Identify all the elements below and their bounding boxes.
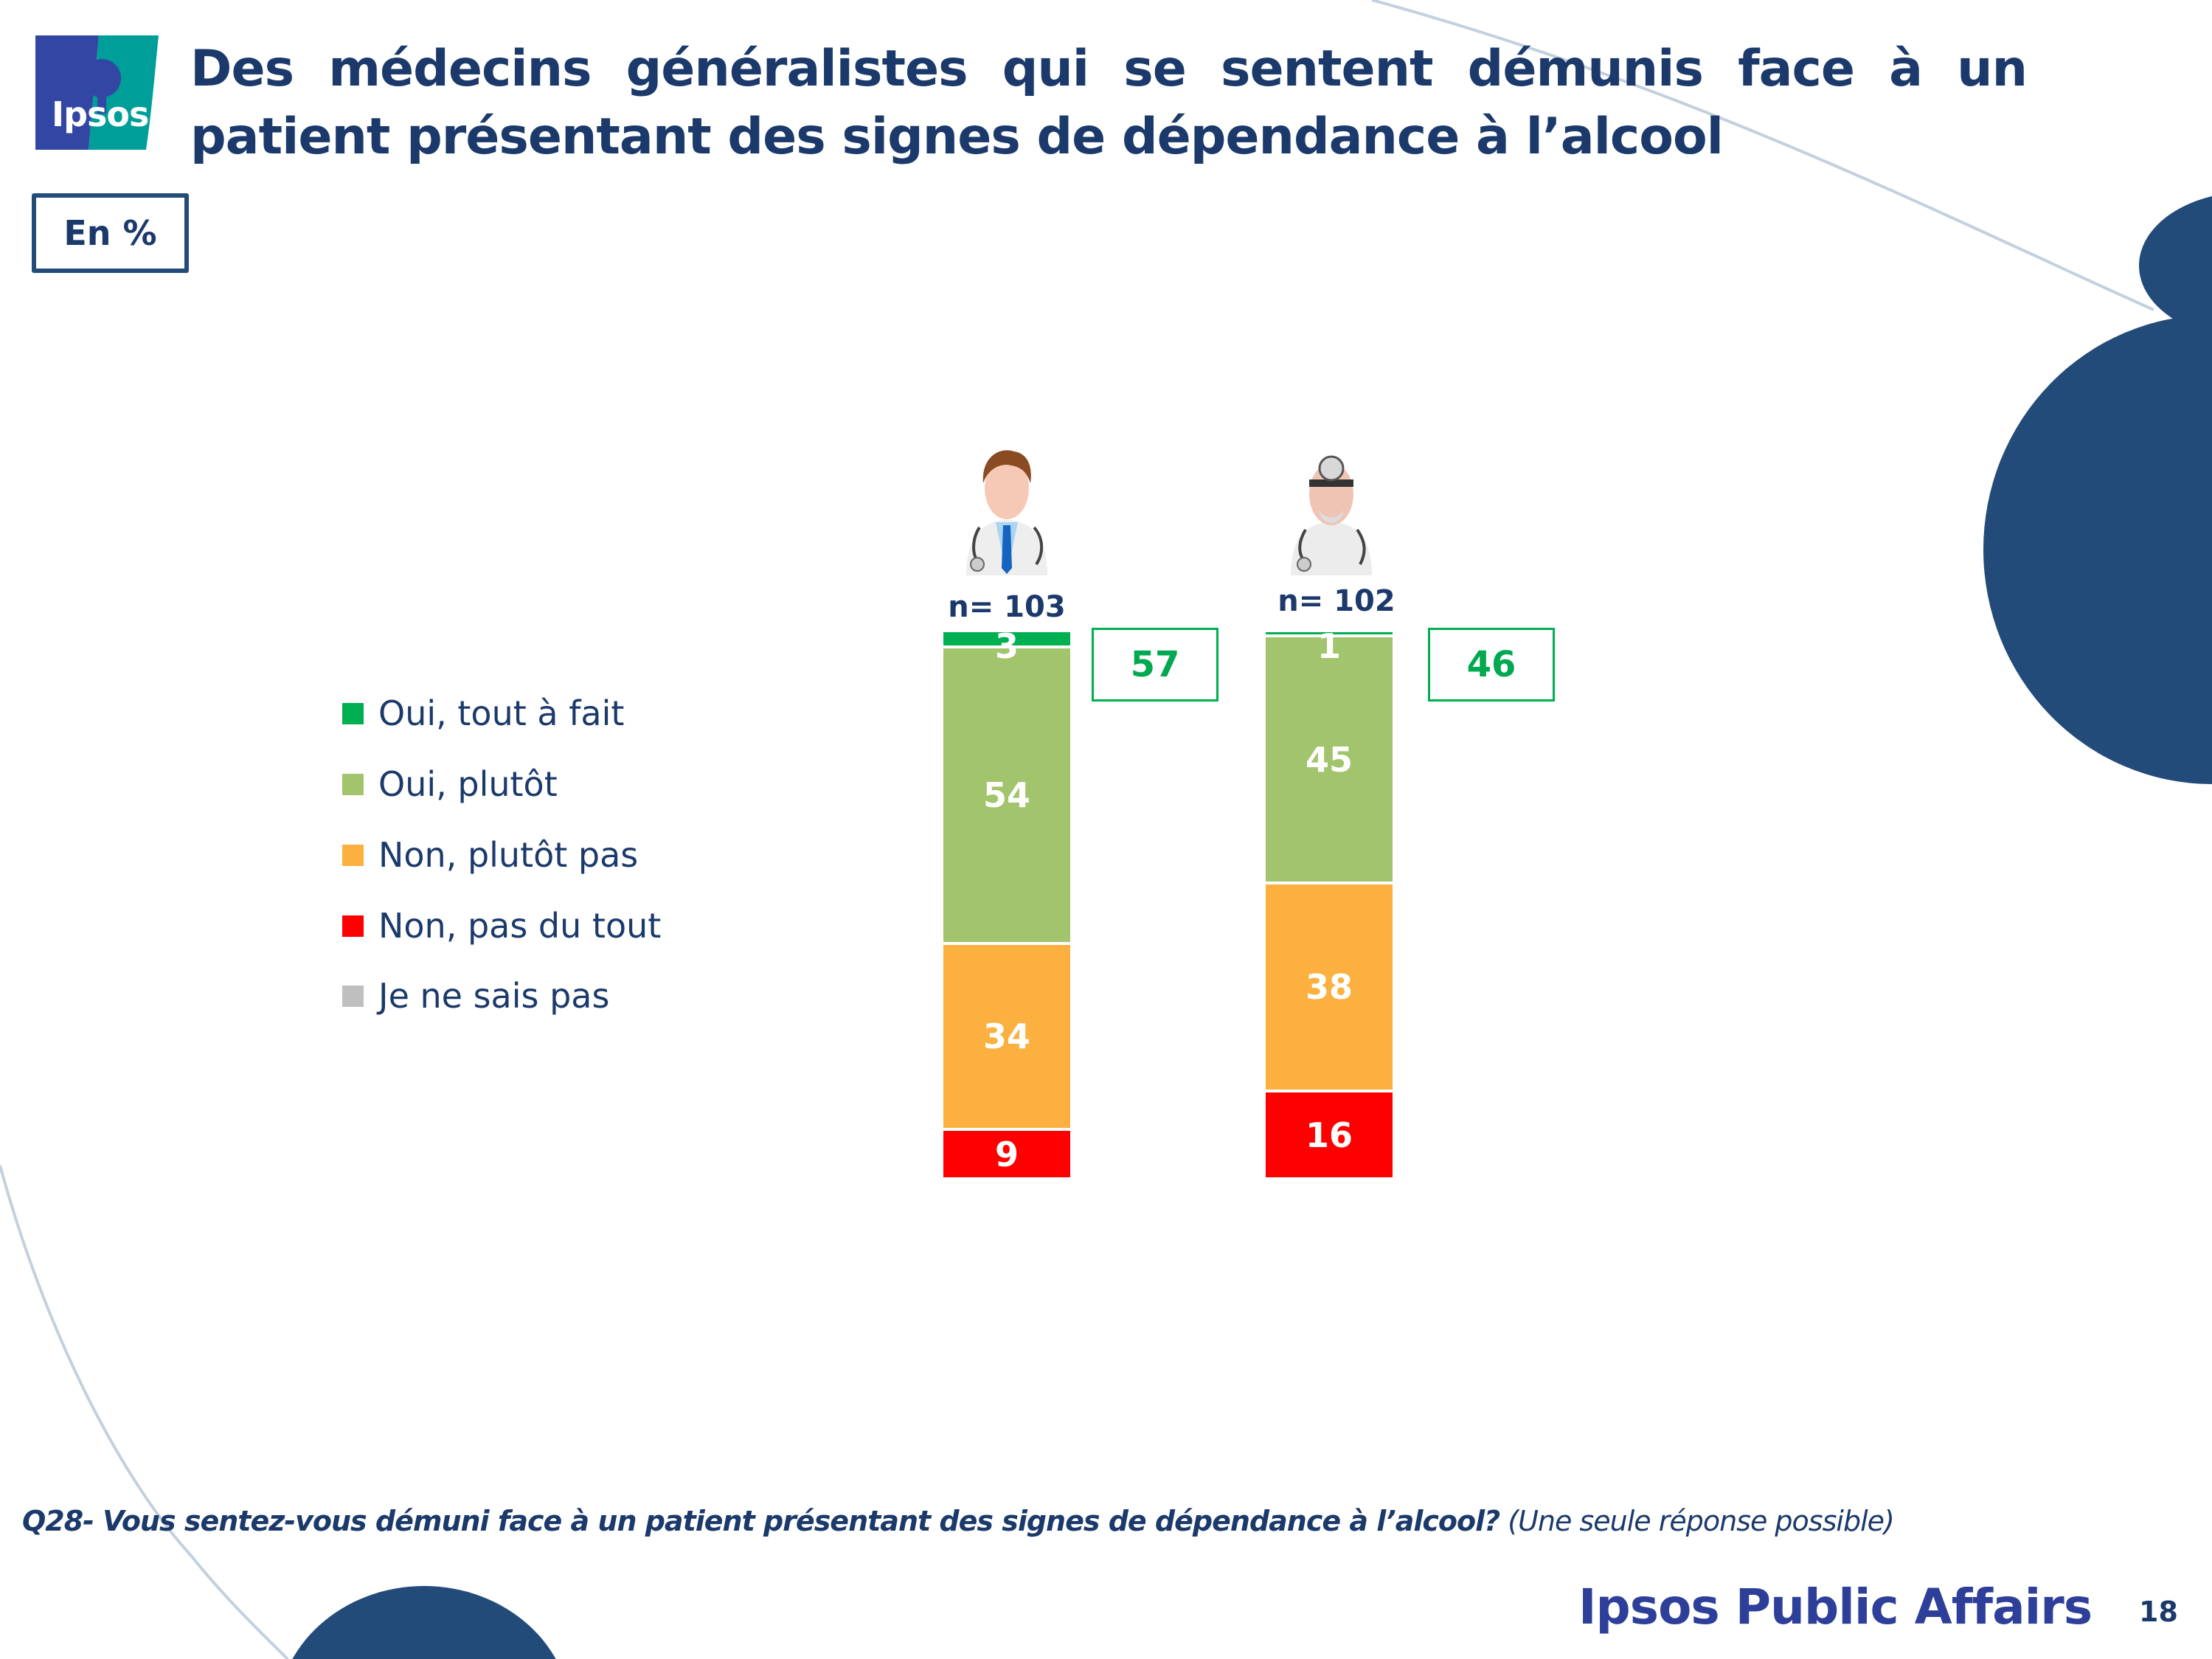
bar-value-label: 16 (1305, 1115, 1353, 1155)
decorative-circle-bottom (292, 1586, 556, 1659)
bar-segment: 54 (943, 648, 1070, 942)
bar-value-label: 34 (982, 1016, 1030, 1056)
legend-swatch (342, 915, 364, 937)
legend-label: Oui, tout à fait (378, 693, 625, 733)
page-title: Des médecins généralistes qui se sentent… (190, 40, 2028, 166)
legend-label: Non, pas du tout (378, 906, 662, 946)
ipsos-logo: Ipsos (35, 35, 159, 150)
sample-size-label: n= 103 (948, 590, 1066, 624)
bar-segment: 3 (943, 626, 1070, 666)
total-oui-value: 57 (1130, 644, 1180, 685)
legend-swatch (342, 844, 364, 866)
bar-segment: 34 (943, 944, 1070, 1129)
total-oui-value: 46 (1466, 644, 1516, 685)
young-doctor-icon (959, 443, 1055, 575)
bar-segment: 45 (1266, 637, 1393, 882)
bar-segment: 38 (1266, 884, 1393, 1090)
total-oui-box: 46 (1428, 628, 1555, 702)
bar-value-label: 45 (1305, 739, 1353, 780)
question-text: Q28- Vous sentez-vous démuni face à un p… (22, 1505, 1500, 1537)
bar-value-label: 38 (1305, 966, 1353, 1007)
senior-doctor-icon (1283, 443, 1379, 575)
legend-item: Oui, plutôt (342, 762, 558, 806)
decorative-arc-left (0, 1165, 289, 1659)
legend-label: Oui, plutôt (378, 764, 558, 804)
ipsos-logo-icon (35, 35, 159, 150)
bar-value-label: 3 (994, 626, 1019, 666)
question-note: (Une seule réponse possible) (1499, 1505, 1895, 1537)
logo-text: Ipsos (52, 94, 149, 134)
bar-segment: 16 (1266, 1092, 1393, 1177)
page-number: 18 (2139, 1596, 2178, 1628)
bar-segment: 9 (943, 1131, 1070, 1177)
brand-footer: Ipsos Public Affairs (1578, 1579, 2093, 1635)
decorative-arc-top (1371, 0, 2154, 311)
legend-label: Non, plutôt pas (378, 835, 639, 875)
unit-badge: En % (32, 193, 189, 273)
bar-value-label: 9 (994, 1134, 1019, 1174)
legend-item: Je ne sais pas (342, 974, 609, 1018)
legend-swatch (342, 702, 364, 724)
survey-question: Q28- Vous sentez-vous démuni face à un p… (22, 1505, 1895, 1537)
legend-item: Non, plutôt pas (342, 833, 638, 877)
legend-swatch (342, 985, 364, 1007)
total-oui-box: 57 (1092, 628, 1218, 702)
legend-item: Non, pas du tout (342, 904, 661, 948)
unit-label: En % (63, 213, 157, 253)
bar-value-label: 54 (982, 775, 1030, 815)
decorative-circle-small (2139, 195, 2212, 336)
bar-value-label: 1 (1317, 626, 1341, 666)
legend-label: Je ne sais pas (378, 976, 610, 1016)
decorative-circle-large (1983, 315, 2212, 784)
legend-swatch (342, 773, 364, 795)
legend-item: Oui, tout à fait (342, 691, 624, 735)
sample-size-label: n= 102 (1277, 584, 1395, 618)
bar-segment: 1 (1266, 626, 1393, 666)
